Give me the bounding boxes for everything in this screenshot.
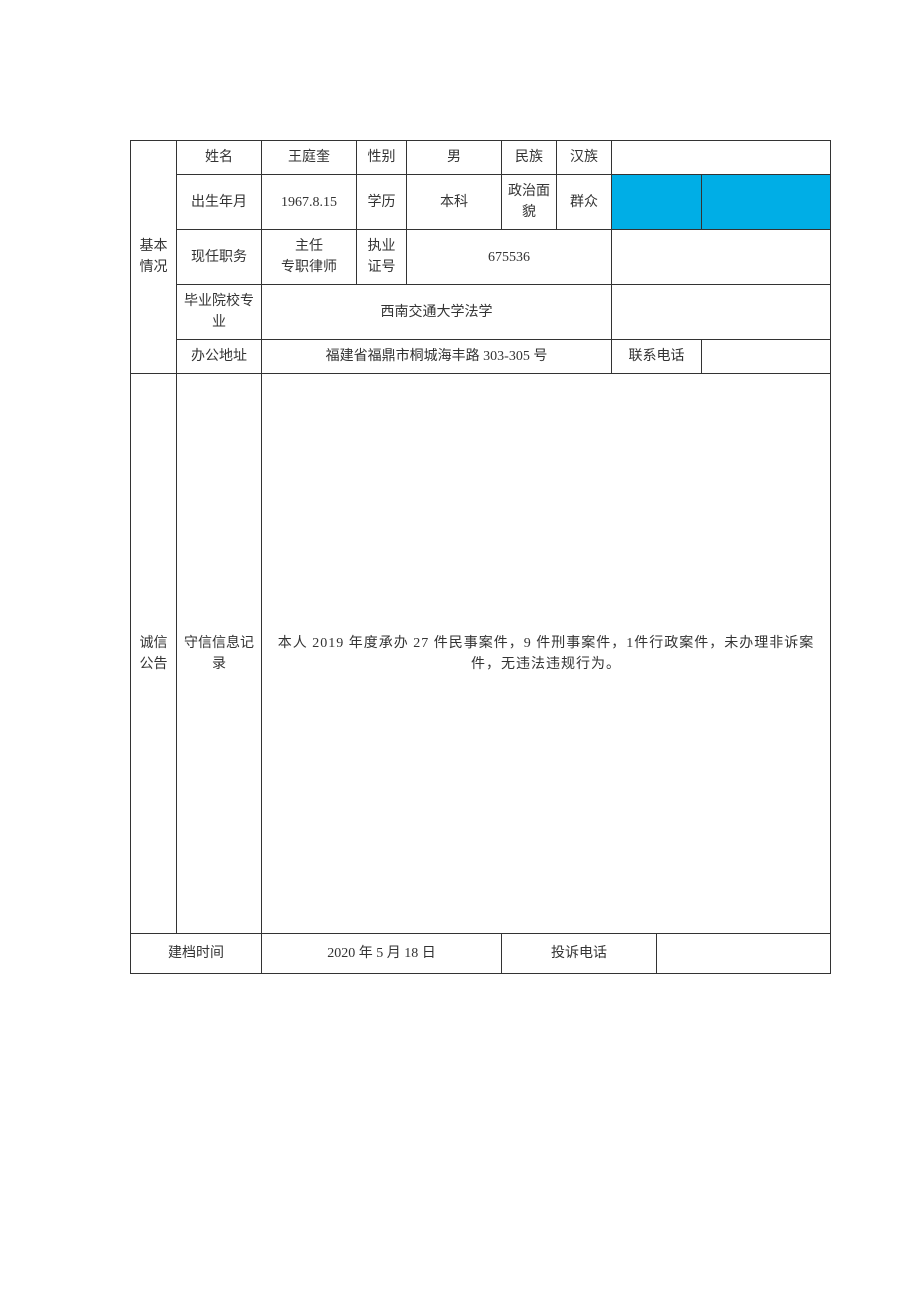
dob-label: 出生年月 <box>177 175 262 230</box>
edu-value: 本科 <box>407 175 502 230</box>
section-credit-label: 诚信公告 <box>131 374 177 934</box>
name-value: 王庭奎 <box>262 141 357 175</box>
row-address: 办公地址 福建省福鼎市桐城海丰路 303-305 号 联系电话 <box>131 340 831 374</box>
row-dob: 出生年月 1967.8.15 学历 本科 政治面貌 群众 <box>131 175 831 230</box>
row2-blue-2 <box>702 175 831 230</box>
row3-empty <box>612 230 831 285</box>
poli-value: 群众 <box>557 175 612 230</box>
addr-label: 办公地址 <box>177 340 262 374</box>
row4-empty <box>612 285 831 340</box>
document-page: 基本情况 姓名 王庭奎 性别 男 民族 汉族 出生年月 1967.8.15 学历… <box>0 0 920 974</box>
row-footer: 建档时间 2020 年 5 月 18 日 投诉电话 <box>131 934 831 974</box>
poli-label: 政治面貌 <box>502 175 557 230</box>
phone-value <box>702 340 831 374</box>
row-position: 现任职务 主任 专职律师 执业证号 675536 <box>131 230 831 285</box>
credit-content: 本人 2019 年度承办 27 件民事案件，9 件刑事案件，1件行政案件，未办理… <box>262 374 831 934</box>
ethnic-value: 汉族 <box>557 141 612 175</box>
complaint-label: 投诉电话 <box>502 934 657 974</box>
dob-value: 1967.8.15 <box>262 175 357 230</box>
row2-blue-1 <box>612 175 702 230</box>
row-name: 基本情况 姓名 王庭奎 性别 男 民族 汉族 <box>131 141 831 175</box>
row-school: 毕业院校专业 西南交通大学法学 <box>131 285 831 340</box>
complaint-value <box>657 934 831 974</box>
pos-label: 现任职务 <box>177 230 262 285</box>
school-value: 西南交通大学法学 <box>262 285 612 340</box>
credit-record-label: 守信信息记录 <box>177 374 262 934</box>
pos-value: 主任 专职律师 <box>262 230 357 285</box>
row1-empty <box>612 141 831 175</box>
ethnic-label: 民族 <box>502 141 557 175</box>
section-basic-label: 基本情况 <box>131 141 177 374</box>
archive-value: 2020 年 5 月 18 日 <box>262 934 502 974</box>
gender-value: 男 <box>407 141 502 175</box>
edu-label: 学历 <box>357 175 407 230</box>
license-value: 675536 <box>407 230 612 285</box>
row-credit: 诚信公告 守信信息记录 本人 2019 年度承办 27 件民事案件，9 件刑事案… <box>131 374 831 934</box>
archive-label: 建档时间 <box>131 934 262 974</box>
phone-label: 联系电话 <box>612 340 702 374</box>
name-label: 姓名 <box>177 141 262 175</box>
school-label: 毕业院校专业 <box>177 285 262 340</box>
gender-label: 性别 <box>357 141 407 175</box>
license-label: 执业证号 <box>357 230 407 285</box>
addr-value: 福建省福鼎市桐城海丰路 303-305 号 <box>262 340 612 374</box>
info-form-table: 基本情况 姓名 王庭奎 性别 男 民族 汉族 出生年月 1967.8.15 学历… <box>130 140 831 974</box>
